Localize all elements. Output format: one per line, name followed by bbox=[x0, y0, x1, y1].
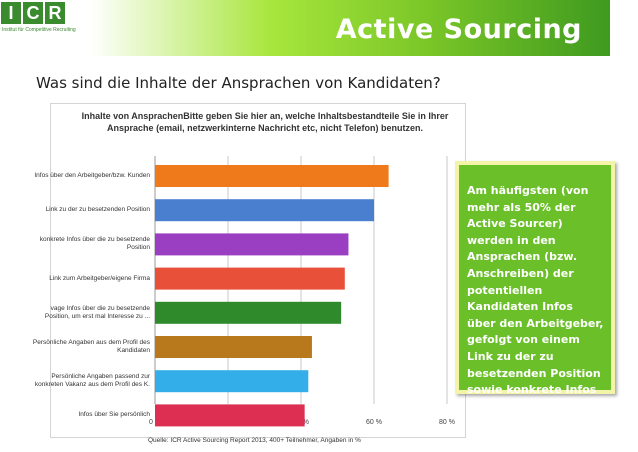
logo-letter-c: C bbox=[23, 2, 43, 24]
header-banner: Active Sourcing bbox=[90, 0, 610, 56]
bar bbox=[155, 267, 345, 290]
category-label: Infos über Sie persönlich bbox=[78, 411, 150, 419]
summary-callout-text: Am häufigsten (von mehr als 50% der Acti… bbox=[467, 184, 604, 446]
chart-title: Inhalte von AnsprachenBitte geben Sie hi… bbox=[81, 111, 449, 133]
bar bbox=[155, 165, 389, 187]
question-heading: Was sind die Inhalte der Ansprachen von … bbox=[36, 74, 441, 92]
bar bbox=[155, 233, 349, 256]
bar bbox=[155, 301, 342, 324]
x-tick-label: 80 % bbox=[439, 419, 455, 426]
summary-callout: Am häufigsten (von mehr als 50% der Acti… bbox=[455, 161, 615, 446]
category-label: Link zu der zu besetzenden Position bbox=[45, 206, 150, 214]
source-note: Quelle: ICR Active Sourcing Report 2013,… bbox=[148, 437, 361, 444]
category-label: vage Infos über die zu besetzende Positi… bbox=[44, 304, 150, 320]
category-label: konkrete Infos über die zu besetzende Po… bbox=[39, 236, 150, 252]
logo-letter-i: I bbox=[1, 2, 21, 24]
logo-letter-r: R bbox=[45, 2, 65, 24]
logo-subtitle: Institut für Competitive Recruiting bbox=[2, 27, 76, 33]
page-title: Active Sourcing bbox=[335, 14, 582, 45]
category-label: Link zum Arbeitgeber/eigene Firma bbox=[49, 274, 150, 282]
bar bbox=[155, 336, 312, 358]
bar bbox=[155, 370, 309, 393]
icr-logo: I C R Institut für Competitive Recruitin… bbox=[0, 0, 76, 38]
bar bbox=[155, 404, 305, 427]
x-tick-label: 60 % bbox=[366, 419, 382, 426]
category-label: Persönliche Angaben aus dem Profil des K… bbox=[32, 339, 150, 354]
bar bbox=[155, 199, 374, 222]
category-label: Infos über den Arbeitgeber/bzw. Kunden bbox=[34, 172, 150, 179]
category-label: Persönliche Angaben passend zur konkrete… bbox=[34, 373, 150, 389]
